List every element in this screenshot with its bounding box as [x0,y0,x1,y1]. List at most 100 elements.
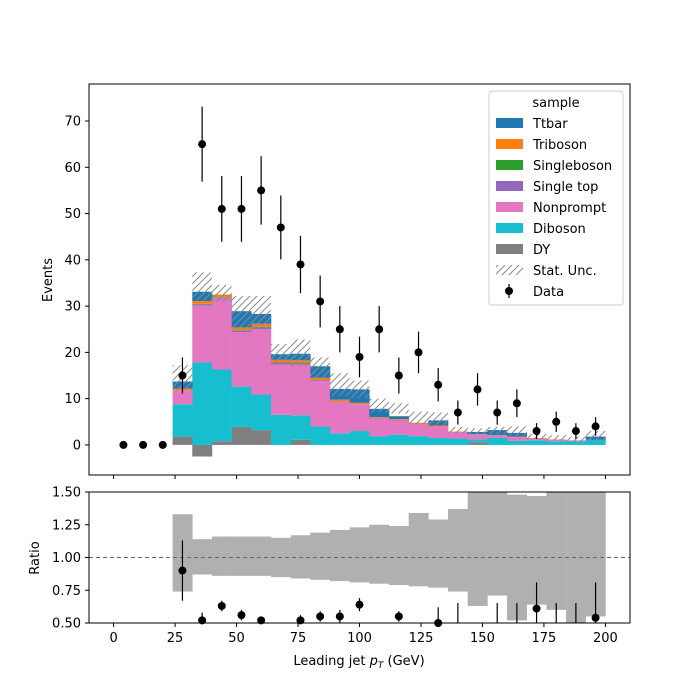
bar-nonprompt [172,390,193,405]
data-point [571,427,580,436]
stat-unc-hatch [211,284,232,302]
bar-nonprompt [448,431,468,439]
ratio-point [355,600,364,609]
bar-nonprompt [231,332,252,387]
stat-unc-hatch [585,431,606,442]
bar-diboson [507,440,528,445]
main-y-tick-label: 40 [64,253,81,268]
stat-unc-hatch [389,403,409,414]
ratio-band-segment [349,527,370,583]
bar-diboson [428,437,449,445]
data-point [335,325,344,334]
bar-nonprompt [467,434,488,440]
ratio-point [217,601,226,610]
bar-diboson [467,439,488,443]
bar-nonprompt [349,404,370,432]
ratio-x-ticks: 0 25 50 75 100 125 150 175 200 [109,623,618,646]
bar-single-top [270,363,291,365]
legend-entry: DY [496,243,550,258]
data-point [473,385,482,394]
bar-triboson [310,377,331,381]
bar-nonprompt [310,381,331,427]
ratio-band-segment [310,532,331,580]
ratio-point [316,612,325,621]
legend-swatch [496,160,523,170]
bar-nonprompt [270,364,291,415]
ratio-point [335,612,344,621]
bar-diboson [211,369,232,442]
bar-diboson [270,414,291,445]
data-point [375,325,384,334]
bar-diboson [192,362,213,445]
ratio-x-tick-label: 25 [167,631,184,646]
bar-diboson [329,433,350,445]
stat-unc-hatch [251,295,271,330]
ratio-uncertainty-band [172,492,606,623]
bar-ttbar [369,408,390,418]
bar-nonprompt [546,439,567,442]
main-y-tick-label: 0 [73,438,81,453]
ratio-point [178,566,187,575]
ratio-x-tick-label: 175 [532,631,557,646]
legend-marker [505,287,513,295]
data-point [158,440,167,449]
stat-unc-hatch [290,339,311,367]
bar-nonprompt [251,329,272,395]
ratio-band-segment [585,492,606,617]
data-point [237,204,246,213]
data-point [512,399,521,408]
bar-diboson [526,440,547,445]
legend: sample Ttbar Triboson Singleboson Single top… [488,90,624,306]
ratio-band-segment [231,536,252,576]
ratio-x-tick-label: 75 [290,631,307,646]
stat-unc-hatch [329,373,350,396]
bar-diboson [566,441,587,445]
main-y-tick-label: 60 [64,161,81,176]
main-y-tick-label: 20 [64,346,81,361]
legend-entry: Nonprompt [496,201,606,216]
legend-entry: Ttbar [496,117,568,132]
ratio-y-tick-label: 0.75 [52,584,81,599]
bar-nonprompt [329,401,350,434]
stat-unc-hatch [428,412,449,426]
bar-nonprompt [211,298,232,370]
ratio-band-segment [428,519,449,588]
main-y-tick-label: 50 [64,207,81,222]
stat-unc-hatch [448,426,468,434]
bar-dy [231,426,252,445]
ratio-x-tick-label: 200 [593,631,618,646]
data-point [552,417,561,426]
bar-diboson [389,434,409,445]
bar-single-top [231,330,252,333]
data-point [394,371,403,380]
data-point [591,422,600,431]
data-point [217,204,226,213]
ratio-band-segment [546,492,567,610]
bar-dy [251,430,272,445]
stat-unc-hatch [507,426,527,437]
ratio-x-tick-label: 50 [228,631,245,646]
legend-swatch [496,202,523,212]
legend-entry: Triboson [496,138,587,153]
bar-triboson [192,301,213,304]
data-point [532,427,541,436]
ratio-y-tick-label: 1.25 [52,518,81,533]
ratio-y-tick-label: 1.50 [52,486,81,501]
legend-swatch [496,223,523,233]
bar-diboson [546,441,567,445]
ratio-points [178,540,600,627]
bar-nonprompt [408,424,429,437]
ratio-point [296,616,305,625]
bar-nonprompt [507,437,528,441]
data-point [178,371,187,380]
data-point [257,186,266,195]
stat-unc-hatch [349,380,370,398]
data-point [453,408,462,417]
bar-diboson [349,431,370,445]
bar-triboson [369,417,390,419]
bar-diboson [448,438,468,445]
bar-single-top [310,380,331,382]
ratio-band-segment [408,512,429,587]
stat-unc-hatch [231,295,252,331]
main-x-ticks [113,475,606,479]
